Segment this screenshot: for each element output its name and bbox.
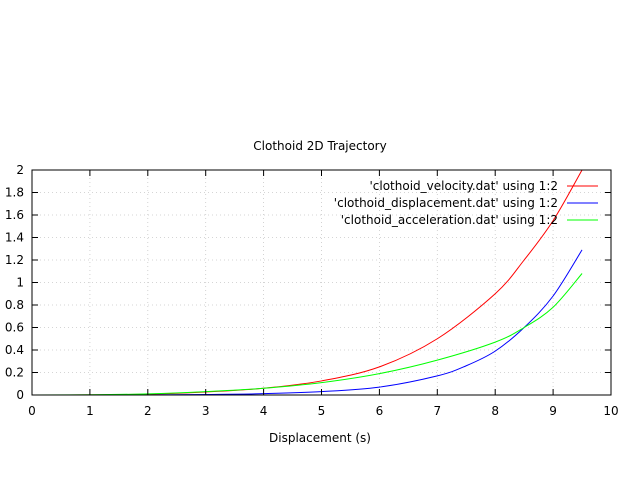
x-tick-label: 1 [86, 404, 94, 418]
y-tick-label: 1 [16, 276, 24, 290]
legend-label: 'clothoid_acceleration.dat' using 1:2 [341, 213, 558, 227]
y-tick-label: 1.2 [5, 253, 24, 267]
legend-label: 'clothoid_displacement.dat' using 1:2 [334, 196, 558, 210]
y-tick-label: 1.8 [5, 186, 24, 200]
legend: 'clothoid_velocity.dat' using 1:2 'clotho… [334, 179, 598, 227]
x-tick-label: 6 [376, 404, 384, 418]
grid [32, 170, 611, 395]
x-tick-label: 0 [28, 404, 36, 418]
acceleration-series-line [32, 273, 583, 395]
chart-title: Clothoid 2D Trajectory [253, 139, 386, 153]
legend-label: 'clothoid_velocity.dat' using 1:2 [369, 179, 558, 193]
x-tick-label: 9 [549, 404, 557, 418]
y-tick-label: 0.2 [5, 366, 24, 380]
y-tick-label: 0.4 [5, 343, 24, 357]
x-tick-label: 4 [260, 404, 268, 418]
x-axis-label: Displacement (s) [269, 431, 371, 445]
x-tick-label: 5 [318, 404, 326, 418]
y-tick-label: 2 [16, 163, 24, 177]
x-tick-label: 2 [144, 404, 152, 418]
x-tick-label: 3 [202, 404, 210, 418]
x-tick-label: 10 [603, 404, 618, 418]
y-tick-label: 0.6 [5, 321, 24, 335]
ticks: 0 1 2 3 4 5 6 7 8 9 10 0 0.2 0.4 0.6 0.8 1 1.2 1.4 1.6 1.8 2 [5, 163, 619, 418]
x-tick-label: 8 [491, 404, 499, 418]
y-tick-label: 1.6 [5, 208, 24, 222]
x-tick-label: 7 [433, 404, 441, 418]
y-tick-label: 1.4 [5, 231, 24, 245]
y-tick-label: 0.8 [5, 298, 24, 312]
y-tick-label: 0 [16, 388, 24, 402]
